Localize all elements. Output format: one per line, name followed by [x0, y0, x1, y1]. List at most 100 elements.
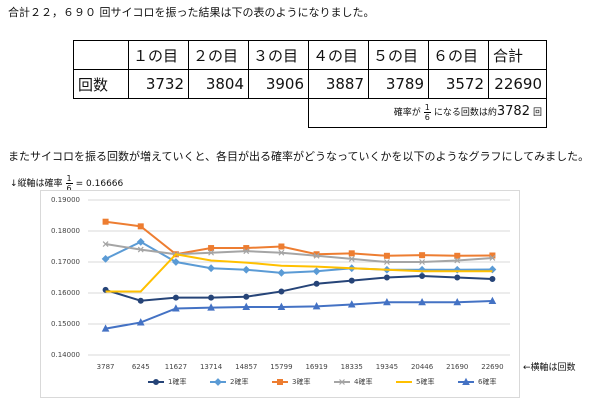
marker — [419, 259, 426, 265]
marker — [208, 294, 215, 301]
legend-label: 6確率 — [478, 377, 496, 386]
marker — [489, 255, 496, 261]
series — [102, 272, 496, 304]
marker — [277, 268, 286, 277]
marker — [347, 300, 356, 308]
y-tick-label: 0.18000 — [51, 227, 80, 235]
y-tick-label: 0.19000 — [51, 196, 80, 204]
x-tick-label: 14857 — [235, 363, 257, 371]
marker — [454, 274, 461, 281]
marker — [313, 280, 320, 287]
marker — [102, 218, 109, 225]
marker — [208, 245, 215, 252]
series-line — [105, 243, 493, 263]
marker — [137, 223, 144, 230]
marker — [383, 298, 391, 306]
note-value: 3782 — [496, 104, 530, 120]
marker — [488, 296, 497, 305]
legend-label: 2確率 — [230, 377, 248, 386]
series-line — [105, 253, 493, 293]
legend-label: 1確率 — [168, 377, 186, 386]
marker — [313, 252, 320, 259]
x-tick-label: 21690 — [446, 363, 468, 371]
note-middle: になる回数は約 — [433, 108, 497, 119]
series-line — [105, 274, 493, 302]
header-cell: ６の目 — [428, 40, 489, 70]
marker — [101, 324, 110, 332]
data-row: 回数 3732 3804 3906 3887 3789 3572 22690 — [73, 69, 547, 99]
header-cell: ５の目 — [368, 40, 429, 70]
marker — [462, 377, 470, 385]
series — [102, 241, 496, 265]
marker — [172, 304, 180, 312]
header-cell — [73, 40, 129, 70]
marker — [243, 248, 250, 255]
marker — [348, 277, 355, 284]
blank-cell — [249, 99, 309, 128]
series-line — [105, 220, 493, 257]
marker — [454, 252, 461, 259]
x-tick-label: 18335 — [341, 363, 363, 371]
marker — [418, 298, 426, 306]
series-line — [105, 300, 493, 330]
marker — [278, 288, 285, 295]
marker — [278, 243, 285, 250]
axis-note: ↓縦軸は確率 1 6 = 0.16666 — [10, 174, 123, 193]
axis-note-suffix: = 0.16666 — [75, 179, 124, 189]
x-tick-label: 13714 — [200, 363, 223, 371]
value-cell: 3906 — [248, 69, 309, 99]
marker — [277, 379, 283, 385]
blank-cell — [189, 99, 249, 128]
legend-label: 5確率 — [416, 377, 434, 386]
marker — [454, 257, 461, 264]
note-cell: 確率が 1 6 になる回数は約3782 回 — [308, 98, 547, 128]
marker — [172, 258, 180, 266]
y-tick-label: 0.16000 — [51, 289, 80, 297]
value-cell: 3789 — [368, 69, 429, 99]
series-line — [105, 240, 493, 274]
legend-label: 4確率 — [354, 377, 372, 386]
marker — [208, 249, 215, 256]
blank-cell — [74, 99, 129, 128]
value-cell: 3732 — [128, 69, 189, 99]
x-note: ←横軸は回数 — [523, 363, 576, 373]
x-tick-label: 19345 — [376, 363, 398, 371]
axis-note-prefix: ↓縦軸は確率 — [10, 179, 63, 189]
numerator: 1 — [423, 103, 431, 114]
marker — [207, 264, 215, 273]
marker — [137, 297, 144, 304]
marker — [383, 252, 390, 259]
header-cell: ４の目 — [308, 40, 369, 70]
marker — [383, 259, 390, 265]
header-cell: １の目 — [128, 40, 189, 70]
header-cell: ３の目 — [248, 40, 309, 70]
marker — [489, 276, 496, 283]
marker — [153, 379, 159, 385]
series — [101, 296, 497, 332]
denominator: 6 — [424, 113, 430, 123]
result-table: １の目 ２の目 ３の目 ４の目 ５の目 ６の目 合計 回数 3732 3804 3906 3887 37… — [73, 40, 547, 128]
x-tick-label: 20446 — [411, 363, 434, 371]
series — [105, 253, 493, 293]
marker — [419, 252, 426, 259]
marker — [137, 246, 144, 253]
chart: 0.14000 0.15000 0.16000 0.17000 0.18000 0.190… — [40, 190, 520, 398]
marker — [383, 274, 390, 281]
header-cell: 合計 — [488, 40, 547, 70]
header-row: １の目 ２の目 ３の目 ４の目 ５の目 ６の目 合計 — [73, 40, 547, 70]
marker — [348, 250, 355, 257]
marker — [243, 293, 250, 300]
marker — [348, 255, 355, 262]
x-tick-label: 22690 — [481, 363, 503, 371]
row-label: 回数 — [73, 69, 129, 99]
marker — [172, 294, 179, 301]
note-suffix: 回 — [532, 108, 542, 119]
marker — [277, 302, 286, 310]
numerator: 1 — [65, 174, 73, 184]
marker — [101, 254, 110, 263]
marker — [278, 249, 285, 256]
marker — [312, 267, 321, 276]
marker — [453, 298, 462, 306]
legend-label: 3確率 — [292, 377, 310, 386]
